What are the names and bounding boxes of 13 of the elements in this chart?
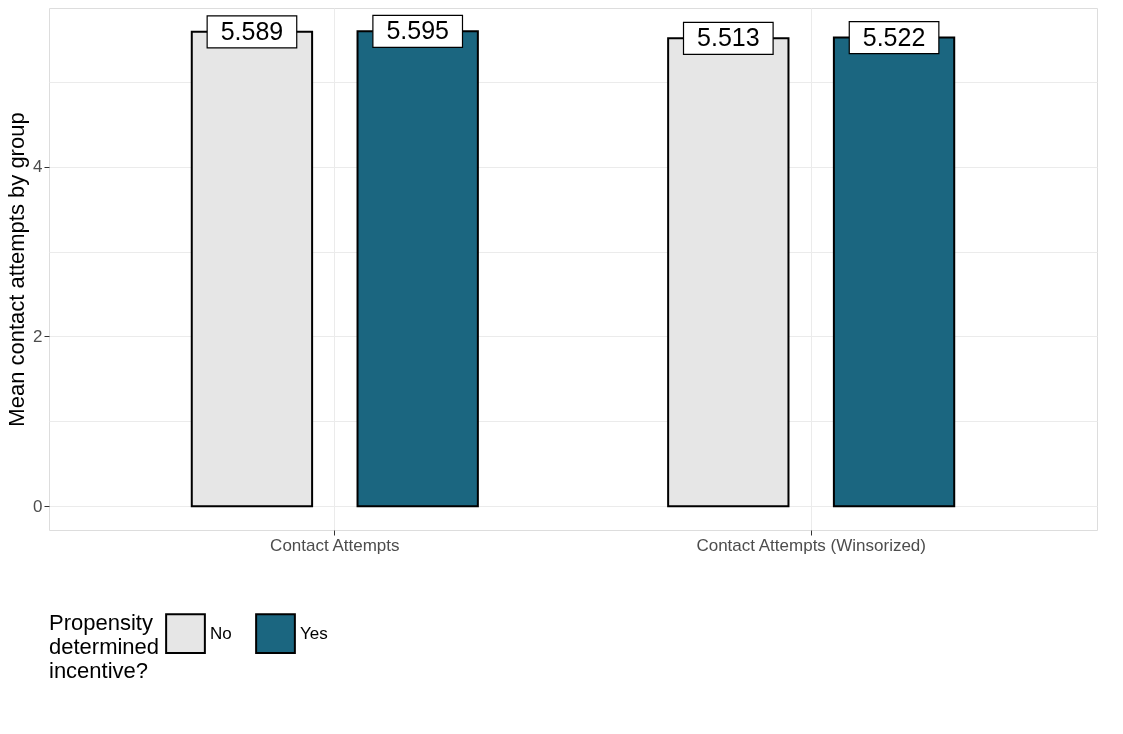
data-label: 5.595 (386, 16, 449, 45)
x-tick-label: Contact Attempts (270, 535, 400, 555)
legend-label: No (210, 623, 232, 643)
y-axis-title: Mean contact attempts by group (4, 112, 30, 427)
y-tick-label: 2 (33, 326, 43, 346)
data-label: 5.589 (220, 16, 284, 45)
legend-title: Propensity determined incentive? (49, 610, 160, 683)
data-label: 5.513 (697, 23, 760, 52)
legend-label: Yes (300, 623, 328, 643)
x-tick-label: Contact Attempts (Winsorized) (696, 535, 926, 555)
y-tick-label: 0 (33, 496, 43, 516)
data-label: 5.522 (862, 22, 926, 51)
y-tick-label: 4 (33, 157, 43, 177)
